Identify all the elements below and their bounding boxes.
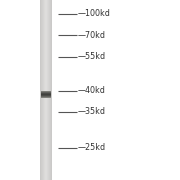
Text: —25kd: —25kd xyxy=(77,143,105,152)
Text: —55kd: —55kd xyxy=(77,52,105,61)
Text: —40kd: —40kd xyxy=(77,86,105,95)
Text: —70kd: —70kd xyxy=(77,31,105,40)
Text: —35kd: —35kd xyxy=(77,107,105,116)
Text: —100kd: —100kd xyxy=(77,9,110,18)
